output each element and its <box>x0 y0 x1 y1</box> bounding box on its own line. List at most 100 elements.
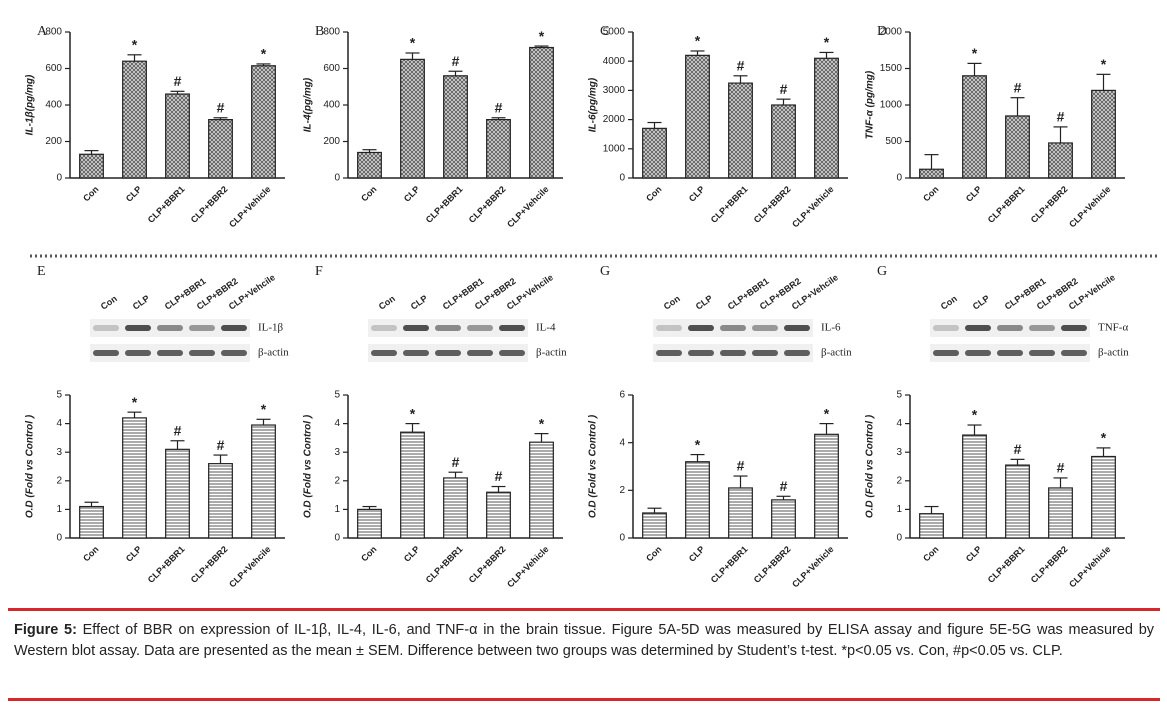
x-tick-label: CLP <box>687 184 707 204</box>
significance-mark: * <box>695 33 701 49</box>
blot-band <box>720 350 746 356</box>
blot-band <box>933 350 959 356</box>
y-tick-label: 1000 <box>880 100 903 111</box>
x-tick-label: CLP <box>402 544 422 564</box>
bar <box>486 118 511 179</box>
significance-mark: # <box>1057 460 1065 476</box>
bar <box>486 491 511 539</box>
significance-mark: * <box>824 34 830 50</box>
y-axis-label: IL-1β(pg/mg) <box>25 74 36 135</box>
bar <box>251 65 276 179</box>
caption: Figure 5: Effect of BBR on expression of… <box>14 620 1154 662</box>
x-tick-label: CLP+Vehcile <box>227 544 272 589</box>
blot-band <box>965 325 991 331</box>
x-tick-label: CLP+BBR2 <box>752 184 793 225</box>
y-tick-label: 1000 <box>603 143 626 154</box>
x-tick-label: CLP+BBR1 <box>424 184 465 225</box>
blot-band <box>435 325 461 331</box>
y-tick-label: 0 <box>56 533 62 544</box>
y-tick-label: 4 <box>334 418 340 429</box>
blot-band <box>688 350 714 356</box>
x-tick-label: CLP+Vehicle <box>505 544 550 589</box>
significance-mark: * <box>410 405 416 421</box>
y-tick-label: 5 <box>56 390 62 401</box>
bar <box>443 75 468 179</box>
x-tick-label: CLP+BBR2 <box>467 184 508 225</box>
blot-row-label: IL-6 <box>821 322 841 334</box>
significance-mark: # <box>1014 441 1022 457</box>
x-tick-label: CLP+BBR1 <box>709 544 750 585</box>
blot-band <box>933 325 959 331</box>
significance-mark: * <box>1101 56 1107 72</box>
y-tick-label: 4 <box>56 418 62 429</box>
significance-mark: * <box>695 436 701 452</box>
blot-band <box>965 350 991 356</box>
bar <box>1091 89 1116 179</box>
y-axis-label: IL-4(pg/mg) <box>303 77 314 132</box>
bar <box>685 54 710 179</box>
blot-lane-label: Con <box>939 293 959 311</box>
blot-band <box>688 325 714 331</box>
blot-band <box>125 350 151 356</box>
blot-band <box>752 350 778 356</box>
blot-band <box>221 325 247 331</box>
y-axis-label: O.D (Fold vs Control ) <box>588 414 599 518</box>
x-tick-label: CLP+BBR2 <box>1029 184 1070 225</box>
x-tick-label: CLP+BBR2 <box>189 544 230 585</box>
blot-band <box>656 325 682 331</box>
panel-label: A <box>37 24 48 39</box>
bar <box>357 508 382 539</box>
y-tick-label: 2 <box>56 475 62 486</box>
bar <box>1005 115 1030 179</box>
x-tick-label: CLP+Vehcile <box>505 184 550 229</box>
y-tick-label: 500 <box>885 136 902 147</box>
bar <box>79 153 104 179</box>
blot-band <box>467 325 493 331</box>
x-tick-label: Con <box>81 184 100 203</box>
x-tick-label: CLP <box>124 184 144 204</box>
x-tick-label: Con <box>921 184 940 203</box>
bar <box>443 477 468 539</box>
significance-mark: # <box>780 81 788 97</box>
blot-row-label: β-actin <box>821 347 852 359</box>
y-tick-label: 1500 <box>880 63 903 74</box>
y-tick-label: 3 <box>56 447 62 458</box>
bar <box>728 487 753 539</box>
bar <box>962 75 987 179</box>
significance-mark: * <box>972 45 978 61</box>
blot-band <box>403 325 429 331</box>
bar <box>962 434 987 539</box>
bar <box>529 441 554 539</box>
blot-band <box>997 325 1023 331</box>
rule <box>8 608 1160 611</box>
blot-band <box>157 350 183 356</box>
bar <box>251 424 276 539</box>
x-tick-label: CLP+BBR1 <box>986 184 1027 225</box>
y-axis-label: TNF-α (pg/mg) <box>865 70 876 139</box>
figure: AIL-1β(pg/mg)0200400600800Con*CLP#CLP+BB… <box>25 24 1160 589</box>
bar <box>400 431 425 539</box>
panel-label: D <box>877 24 887 39</box>
blot-band <box>784 325 810 331</box>
blot-band <box>752 325 778 331</box>
y-tick-label: 3 <box>334 447 340 458</box>
blot-lane-label: CLP <box>971 293 991 312</box>
bar <box>728 82 753 179</box>
x-tick-label: CLP+BBR2 <box>752 544 793 585</box>
y-tick-label: 0 <box>896 173 902 184</box>
x-tick-label: CLP <box>964 544 984 564</box>
significance-mark: * <box>1101 430 1107 446</box>
blot-band <box>499 350 525 356</box>
blot-band <box>467 350 493 356</box>
blot-band <box>221 350 247 356</box>
blot-band <box>1061 350 1087 356</box>
bar <box>357 151 382 179</box>
panel-label: G <box>877 264 887 279</box>
y-tick-label: 2 <box>334 475 340 486</box>
x-tick-label: Con <box>644 544 663 563</box>
significance-mark: # <box>217 99 225 115</box>
y-tick-label: 0 <box>334 173 340 184</box>
x-tick-label: CLP+Vehicle <box>790 184 835 229</box>
blot-band <box>1061 325 1087 331</box>
y-axis-label: O.D (Fold vs Control ) <box>865 414 876 518</box>
